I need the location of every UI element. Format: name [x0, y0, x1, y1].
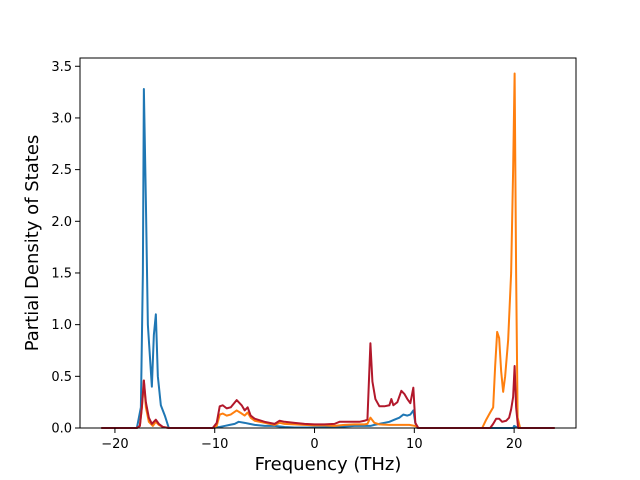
y-axis-label: Partial Density of States: [22, 135, 43, 352]
y-tick-label: 1.0: [51, 318, 72, 333]
y-tick-label: 3.5: [51, 60, 72, 75]
y-tick-label: 0.0: [51, 422, 72, 437]
y-tick-label: 1.5: [51, 266, 72, 281]
y-tick-label: 0.5: [51, 370, 72, 385]
x-tick-label: −10: [201, 437, 228, 452]
x-tick-label: 0: [310, 437, 318, 452]
series-line-1: [100, 88, 556, 429]
x-tick-label: 20: [506, 437, 523, 452]
y-axis: 0.0 0.5 1.0 1.5 2.0 2.5 3.0 3.5: [51, 60, 80, 437]
x-axis: −20 −10 0 10 20: [101, 428, 522, 452]
y-tick-label: 2.0: [51, 215, 72, 230]
plot-frame: [79, 57, 577, 429]
y-tick-label: 2.5: [51, 163, 72, 178]
x-axis-label: Frequency (THz): [255, 454, 402, 475]
x-tick-label: −20: [101, 437, 128, 452]
y-tick-label: 3.0: [51, 111, 72, 126]
x-tick-label: 10: [406, 437, 423, 452]
